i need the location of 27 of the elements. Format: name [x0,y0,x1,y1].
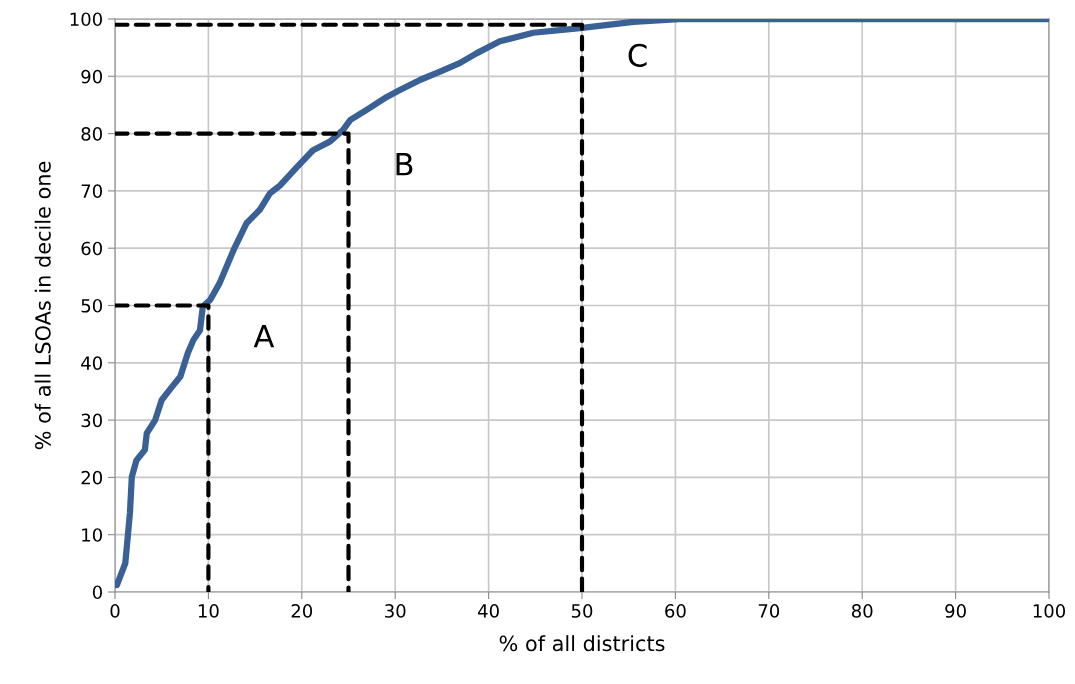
y-tick-label: 20 [81,470,102,485]
y-tick-label: 60 [81,241,102,256]
x-axis-title: % of all districts [499,635,665,652]
y-tick-label: 50 [81,298,102,313]
x-tick-label: 70 [758,604,780,618]
x-tick-label: 30 [385,604,406,618]
annotation: A [253,324,275,348]
x-tick-label: 80 [851,604,873,618]
y-tick-label: 30 [81,413,102,428]
y-tick-label: 100 [70,12,102,27]
y-tick-label: 0 [92,585,102,600]
x-tick-label: 0 [110,604,120,618]
x-tick-label: 40 [478,604,499,618]
y-axis-title: % of all LSOAs in decile one [34,161,51,450]
y-tick-label: 10 [82,528,102,542]
y-tick-label: 90 [81,69,102,84]
y-tick-label: 70 [81,184,102,199]
y-tick-label: 80 [81,127,102,141]
x-tick-label: 100 [1033,604,1066,618]
y-tick-label: 40 [81,356,102,370]
x-tick-label: 50 [571,604,593,618]
x-tick-label: 60 [665,604,686,618]
annotation: B [396,153,413,176]
x-tick-label: 10 [198,604,219,618]
x-tick-label: 90 [945,604,966,618]
annotation: C [628,43,647,67]
x-tick-label: 20 [291,604,313,618]
